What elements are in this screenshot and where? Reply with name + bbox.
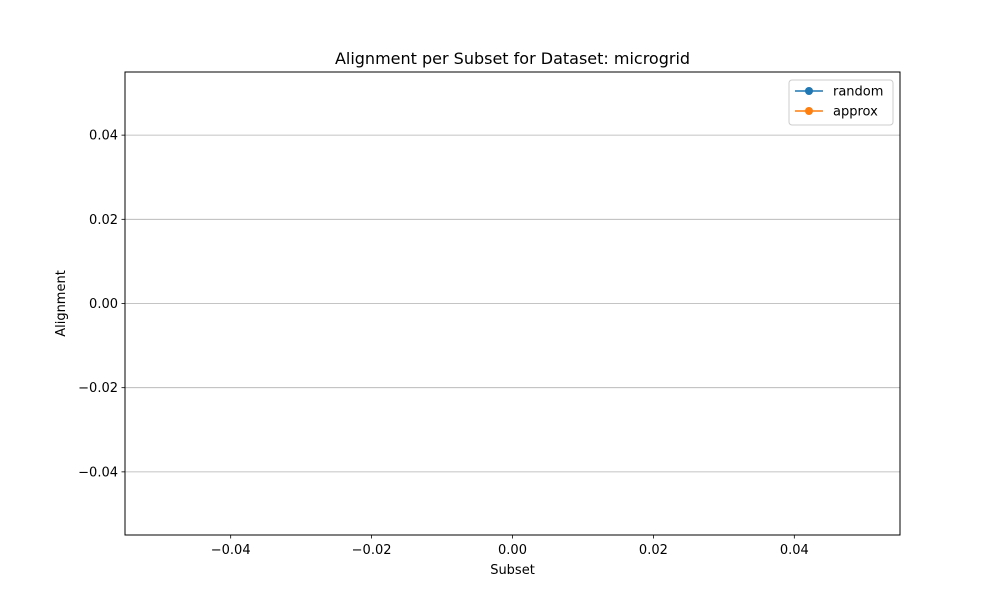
x-tick-label: −0.04 — [211, 543, 251, 558]
grid-layer — [125, 134, 900, 473]
y-tick-label: 0.04 — [89, 129, 118, 144]
y-tick-label: 0.00 — [89, 297, 118, 312]
y-tick-label: 0.02 — [89, 213, 118, 228]
legend-marker-approx — [805, 107, 813, 115]
y-axis-ticks: −0.04 −0.02 0.00 0.02 0.04 — [78, 129, 125, 480]
legend-entry-approx: approx — [795, 105, 878, 120]
x-tick-label: 0.04 — [780, 543, 809, 558]
x-axis-ticks: −0.04 −0.02 0.00 0.02 0.04 — [211, 535, 809, 558]
y-tick-label: −0.04 — [78, 465, 118, 480]
chart-title: Alignment per Subset for Dataset: microg… — [335, 49, 690, 68]
legend-label-approx: approx — [833, 105, 878, 120]
y-tick-label: −0.02 — [78, 381, 118, 396]
y-axis-label: Alignment — [54, 270, 69, 337]
legend-entry-random: random — [795, 85, 883, 100]
legend-label-random: random — [833, 85, 883, 100]
x-tick-label: −0.02 — [352, 543, 392, 558]
x-axis-label: Subset — [490, 563, 535, 578]
x-tick-label: 0.00 — [498, 543, 527, 558]
legend: random approx — [788, 79, 894, 126]
x-tick-label: 0.02 — [639, 543, 668, 558]
legend-marker-random — [805, 87, 813, 95]
